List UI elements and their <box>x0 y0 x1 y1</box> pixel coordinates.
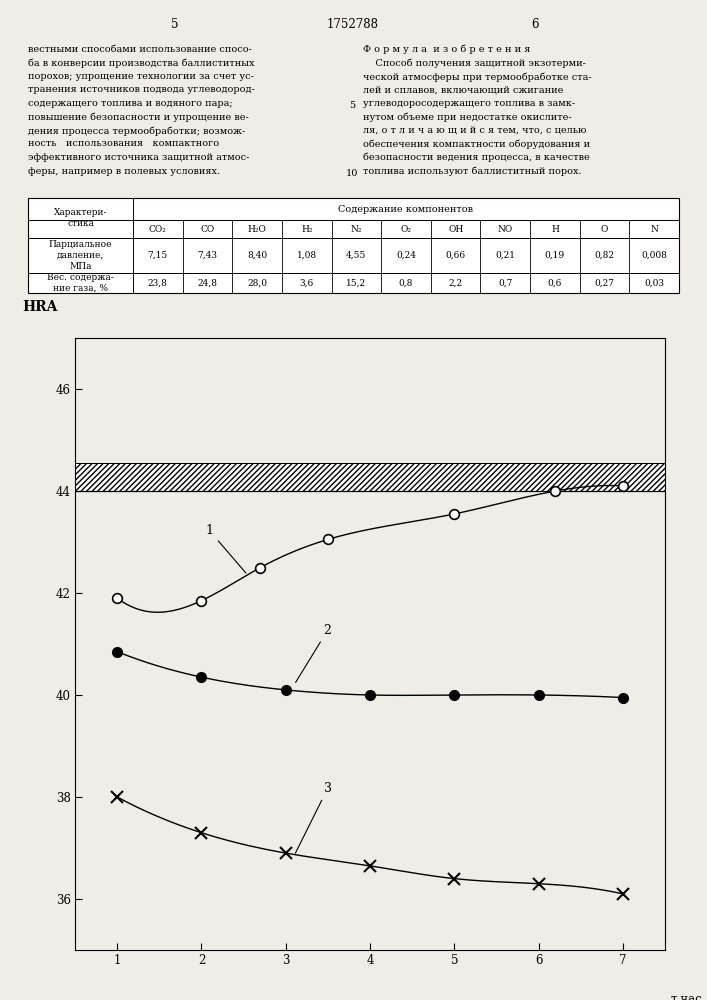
Text: 24,8: 24,8 <box>197 278 218 288</box>
Text: HRA: HRA <box>22 300 57 314</box>
Text: 0,21: 0,21 <box>496 251 515 260</box>
Text: Вес. содержа-
ние газа, %: Вес. содержа- ние газа, % <box>47 273 114 293</box>
Text: τ,чac: τ,чac <box>671 993 703 1000</box>
Text: 7,43: 7,43 <box>197 251 218 260</box>
Text: транения источников подвода углеводород-: транения источников подвода углеводород- <box>28 86 255 95</box>
Text: NO: NO <box>498 225 513 233</box>
Text: Парциальное
давление,
МПа: Парциальное давление, МПа <box>49 240 112 271</box>
Text: O₂: O₂ <box>400 225 411 233</box>
Text: нутом объеме при недостатке окислите-: нутом объеме при недостатке окислите- <box>363 112 572 122</box>
Text: ба в конверсии производства баллиститных: ба в конверсии производства баллиститных <box>28 58 255 68</box>
Text: 10: 10 <box>346 169 358 178</box>
Text: Ф о р м у л а  и з о б р е т е н и я: Ф о р м у л а и з о б р е т е н и я <box>363 45 530 54</box>
Text: 1752788: 1752788 <box>327 18 379 31</box>
Text: лей и сплавов, включающий сжигание: лей и сплавов, включающий сжигание <box>363 86 563 95</box>
Text: H₂O: H₂O <box>247 225 267 233</box>
Text: 3: 3 <box>296 782 332 853</box>
Text: содержащего топлива и водяного пара;: содержащего топлива и водяного пара; <box>28 99 233 108</box>
Text: 3,6: 3,6 <box>300 278 314 288</box>
Text: 0,6: 0,6 <box>548 278 562 288</box>
Text: 0,82: 0,82 <box>595 251 614 260</box>
Text: ля, о т л и ч а ю щ и й с я тем, что, с целью: ля, о т л и ч а ю щ и й с я тем, что, с … <box>363 126 587 135</box>
Text: N: N <box>650 225 658 233</box>
Text: 5: 5 <box>171 18 179 31</box>
Text: 8,40: 8,40 <box>247 251 267 260</box>
Text: 7,15: 7,15 <box>148 251 168 260</box>
Text: 6: 6 <box>531 18 539 31</box>
Text: повышение безопасности и упрощение ве-: повышение безопасности и упрощение ве- <box>28 112 249 122</box>
Text: CO: CO <box>200 225 215 233</box>
Text: 0,27: 0,27 <box>595 278 614 288</box>
Text: 0,03: 0,03 <box>644 278 664 288</box>
Text: Способ получения защитной экзотерми-: Способ получения защитной экзотерми- <box>363 58 586 68</box>
Text: 0,19: 0,19 <box>545 251 565 260</box>
Text: 2,2: 2,2 <box>448 278 462 288</box>
Text: 2: 2 <box>296 624 332 682</box>
Text: ческой атмосферы при термообработке ста-: ческой атмосферы при термообработке ста- <box>363 72 592 82</box>
Text: эффективного источника защитной атмос-: эффективного источника защитной атмос- <box>28 153 250 162</box>
Text: 5: 5 <box>349 101 355 110</box>
Text: порохов; упрощение технологии за счет ус-: порохов; упрощение технологии за счет ус… <box>28 72 254 81</box>
Text: Характери-
стика: Характери- стика <box>54 208 107 228</box>
Text: ность   использования   компактного: ность использования компактного <box>28 139 219 148</box>
Text: O: O <box>601 225 608 233</box>
Text: 4,55: 4,55 <box>346 251 366 260</box>
Bar <box>28 198 679 293</box>
Text: 0,24: 0,24 <box>396 251 416 260</box>
Text: топлива используют баллиститный порох.: топлива используют баллиститный порох. <box>363 166 582 176</box>
Text: феры, например в полевых условиях.: феры, например в полевых условиях. <box>28 166 220 176</box>
Text: 0,8: 0,8 <box>399 278 413 288</box>
Text: 0,7: 0,7 <box>498 278 513 288</box>
Text: H₂: H₂ <box>301 225 312 233</box>
Text: OH: OH <box>448 225 463 233</box>
Text: 0,008: 0,008 <box>641 251 667 260</box>
Text: 1,08: 1,08 <box>297 251 317 260</box>
Text: 0,66: 0,66 <box>445 251 466 260</box>
Text: CO₂: CO₂ <box>149 225 167 233</box>
Text: 28,0: 28,0 <box>247 278 267 288</box>
Text: обеспечения компактности оборудования и: обеспечения компактности оборудования и <box>363 139 590 149</box>
Text: безопасности ведения процесса, в качестве: безопасности ведения процесса, в качеств… <box>363 153 590 162</box>
Text: N₂: N₂ <box>351 225 362 233</box>
Text: вестными способами использование спосо-: вестными способами использование спосо- <box>28 45 252 54</box>
Text: углеводоросодержащего топлива в замк-: углеводоросодержащего топлива в замк- <box>363 99 575 108</box>
Text: 1: 1 <box>206 524 246 573</box>
Text: Содержание компонентов: Содержание компонентов <box>339 205 474 214</box>
Text: 15,2: 15,2 <box>346 278 366 288</box>
Text: дения процесса термообработки; возмож-: дения процесса термообработки; возмож- <box>28 126 245 135</box>
Text: H: H <box>551 225 559 233</box>
Text: 23,8: 23,8 <box>148 278 168 288</box>
